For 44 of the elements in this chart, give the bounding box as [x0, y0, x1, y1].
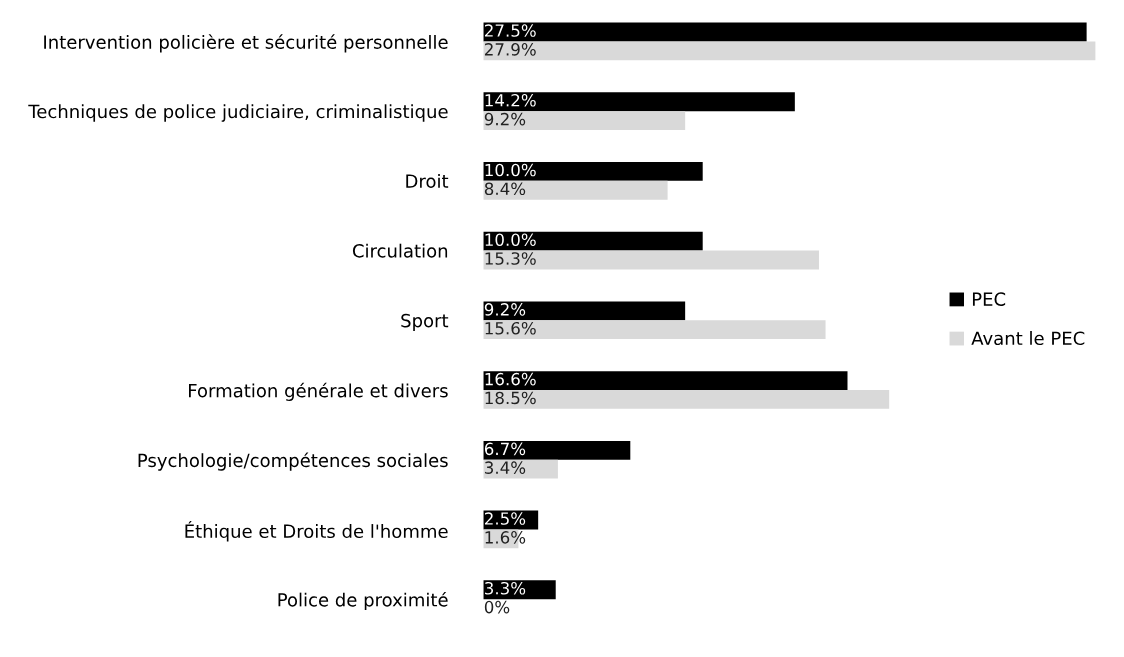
y-tick-label: Psychologie/compétences sociales [138, 452, 448, 471]
y-tick-label: Techniques de police judiciaire, criminalistique [28, 104, 448, 122]
data-label: 10.0% [485, 233, 536, 246]
data-label: 3.3% [485, 581, 526, 595]
data-label: 3.4% [485, 461, 526, 474]
data-label: 8.4% [484, 182, 526, 196]
data-label: 18.5% [485, 391, 536, 405]
data-label: 16.6% [485, 372, 536, 386]
bar [483, 180, 668, 200]
bar [483, 371, 848, 390]
bar [483, 250, 819, 270]
data-label: 6.7% [484, 442, 526, 456]
bar [483, 41, 1096, 61]
legend-label: Avant le PEC [971, 331, 1085, 346]
y-tick-label: Police de proximité [278, 591, 448, 611]
data-label: 0% [484, 600, 510, 614]
data-label: 27.9% [484, 43, 536, 56]
bar [483, 320, 826, 340]
bar [483, 580, 556, 600]
bar [483, 162, 703, 181]
bar [483, 440, 631, 460]
data-label: 15.6% [485, 321, 536, 335]
data-label: 9.2% [484, 303, 526, 316]
y-tick-label: Circulation [352, 243, 448, 258]
data-label: 1.6% [485, 531, 526, 544]
data-label: 15.3% [485, 252, 536, 265]
bar [483, 301, 686, 321]
y-tick-label: Droit [406, 174, 449, 188]
bar [483, 390, 890, 409]
y-tick-label: Sport [401, 313, 449, 331]
y-tick-label: Formation générale et divers [189, 382, 448, 401]
bar [483, 459, 558, 479]
data-label: 14.2% [485, 93, 536, 107]
legend-label: PEC [972, 292, 1006, 306]
bar [483, 92, 795, 112]
data-label: 10.0% [485, 163, 536, 177]
data-label: 9.2% [484, 112, 526, 126]
bar [483, 22, 1087, 42]
bar [483, 111, 686, 130]
data-label: 27.5% [484, 24, 536, 37]
y-tick-label: Intervention policière et sécurité personnelle [44, 34, 448, 53]
y-tick-label: Éthique et Droits de l'homme [185, 521, 448, 542]
data-label: 2.5% [484, 512, 526, 525]
bar [483, 231, 703, 251]
